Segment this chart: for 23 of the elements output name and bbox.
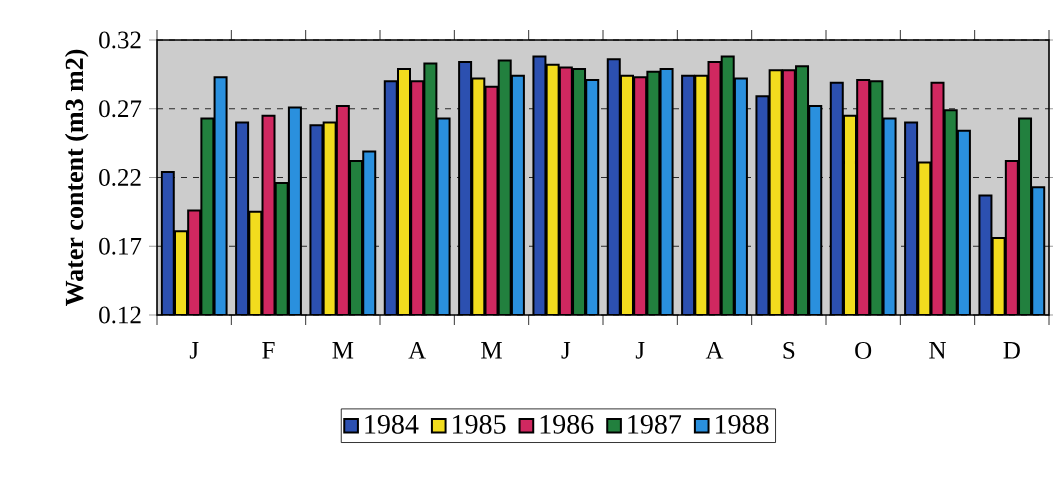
legend-label: 1984	[365, 414, 419, 434]
x-tick-label: M	[481, 342, 502, 359]
x-tick-label: M	[332, 342, 354, 359]
x-tick-label: O	[855, 342, 872, 359]
y-tick-label: 0.17	[99, 237, 142, 255]
legend-label: 1985	[453, 414, 506, 434]
x-tick-label: F	[262, 342, 275, 359]
y-axis-title: Water content (m3 m2)	[64, 49, 89, 306]
x-tick-label: A	[705, 342, 724, 359]
y-tick-label: 0.32	[99, 31, 141, 49]
legend-label: 1988	[715, 414, 769, 434]
y-tick-label: 0.27	[99, 100, 142, 118]
x-tick-label: J	[189, 342, 199, 359]
x-tick-label: D	[1003, 342, 1020, 359]
legend-label: 1987	[628, 414, 682, 434]
x-tick-label: N	[929, 342, 946, 359]
x-tick-label: A	[408, 342, 427, 359]
y-tick-label: 0.22	[99, 169, 141, 186]
legend-label: 1986	[540, 414, 594, 434]
x-tick-label: J	[561, 342, 571, 359]
x-tick-label: S	[783, 342, 795, 359]
y-tick-label: 0.12	[99, 306, 141, 324]
x-tick-label: J	[635, 342, 645, 359]
